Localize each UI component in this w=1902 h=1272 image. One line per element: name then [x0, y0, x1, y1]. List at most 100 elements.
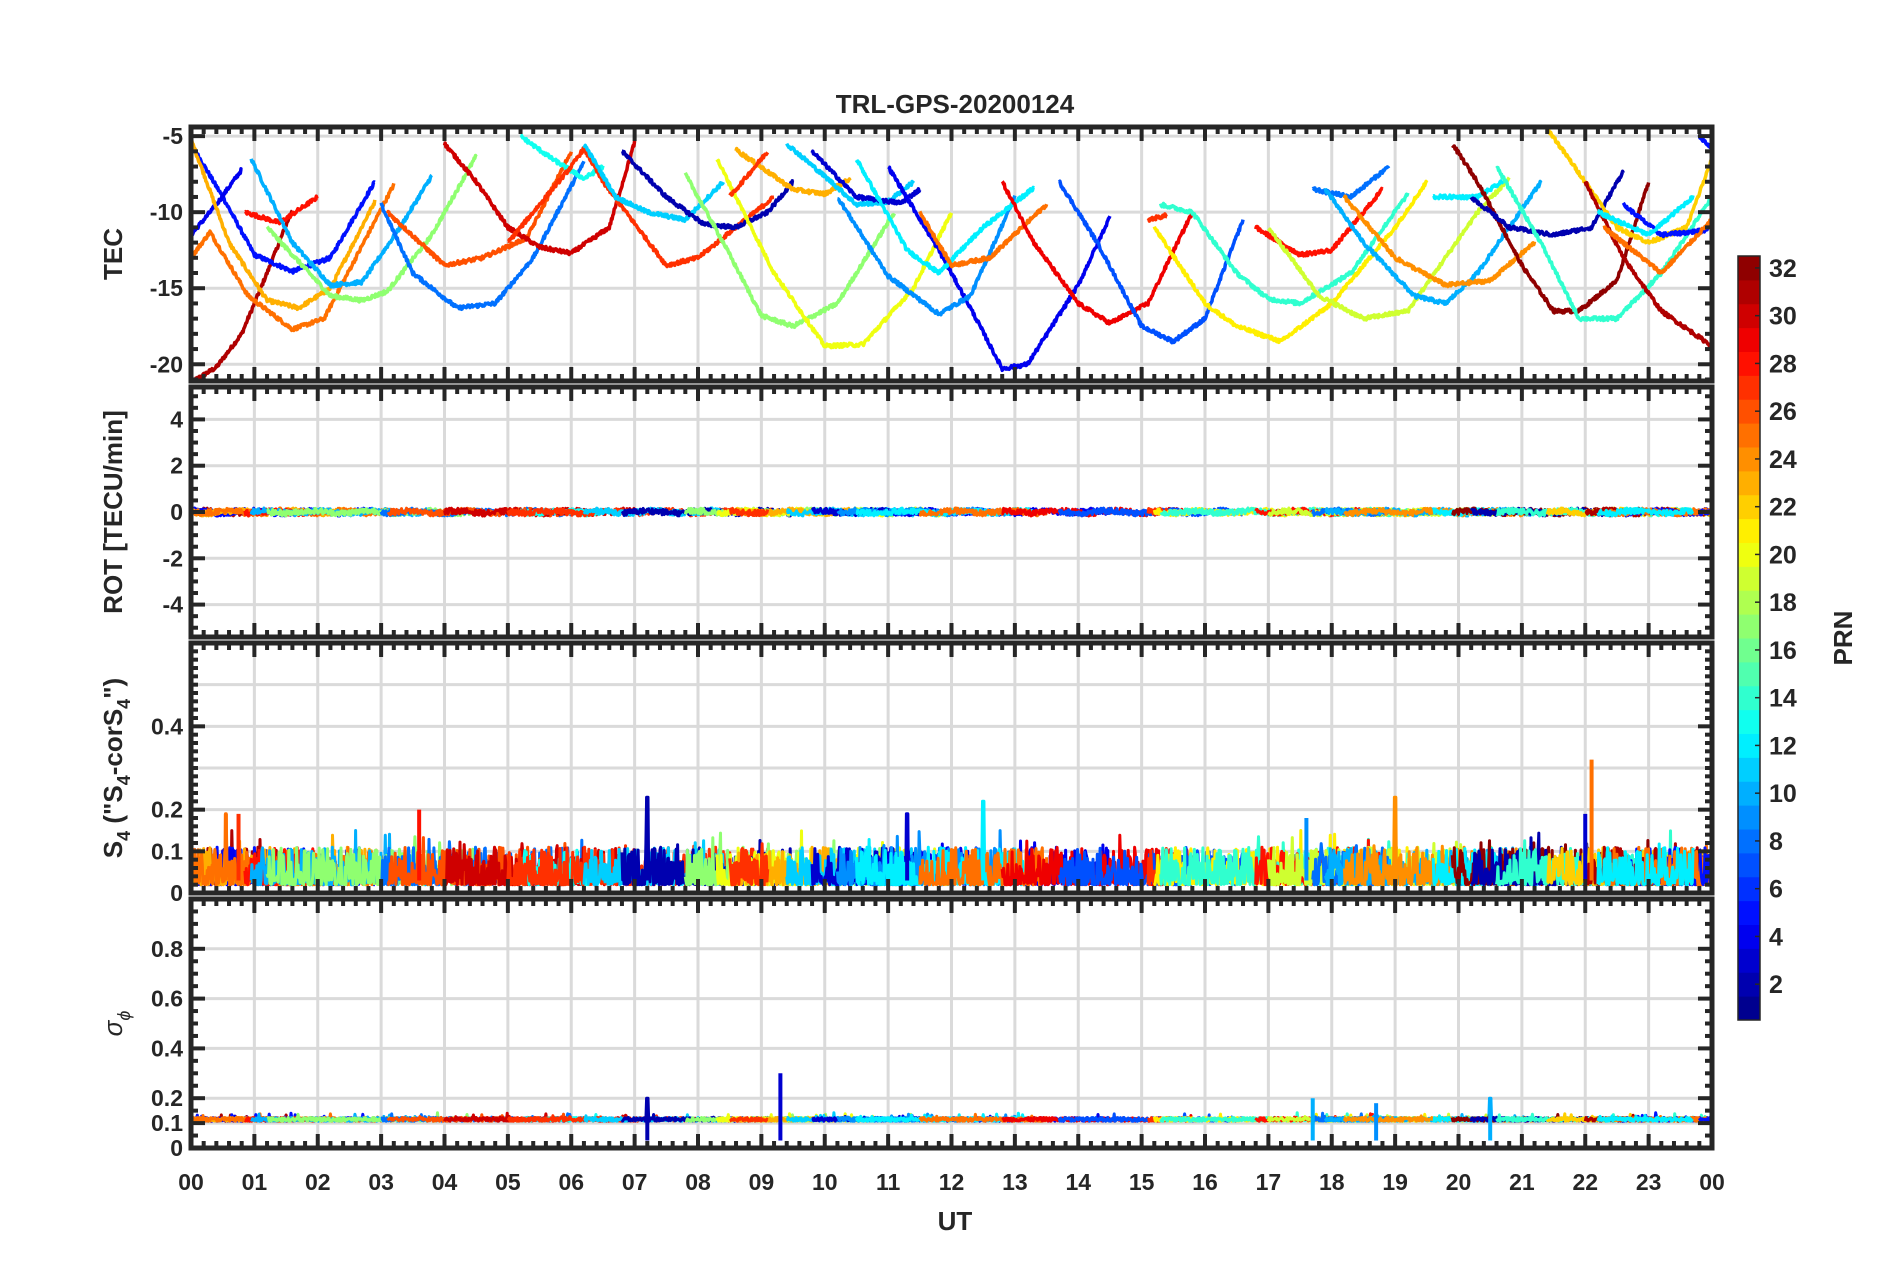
prn-17-tec-line: [683, 171, 897, 330]
x-tick-label: 09: [749, 1169, 775, 1195]
colorbar-tick-label: 12: [1769, 732, 1797, 760]
prn-27-tec-line: [728, 151, 770, 197]
colorbar-band-prn-13: [1738, 709, 1760, 734]
colorbar-band-prn-15: [1738, 661, 1760, 687]
panel-tec: -20 -15 -10 -5 TEC: [98, 123, 1715, 384]
series-tec: [191, 127, 1712, 381]
colorbar-band-prn-23: [1738, 470, 1760, 496]
prn-26-tec-line: [385, 151, 573, 268]
prn-29-tec-line: [1000, 180, 1194, 326]
colorbar-tick-label: 18: [1769, 589, 1797, 617]
x-tick-label: 19: [1382, 1169, 1408, 1195]
colorbar-tick-label: 4: [1769, 923, 1783, 951]
colorbar-band-prn-3: [1738, 948, 1760, 973]
colorbar-band-prn-20: [1738, 542, 1760, 567]
x-tick-label: 17: [1256, 1169, 1282, 1195]
y-label-part: ROT [TECU/min]: [98, 410, 128, 614]
y-tick-label: -10: [150, 199, 183, 225]
colorbar-band-prn-11: [1738, 757, 1760, 782]
panel-rot: -4 -2 0 2 4 ROT [TECU/min]: [98, 384, 1715, 640]
prn-27-tec-line: [506, 145, 776, 269]
y-label-part: 4: [114, 831, 134, 841]
prn-25-tec-line: [191, 182, 396, 333]
x-tick-label: 06: [558, 1169, 584, 1195]
x-tick-label: 07: [622, 1169, 648, 1195]
colorbar-band-prn-24: [1738, 447, 1760, 472]
prn-25-tec-line: [1602, 217, 1712, 275]
y-tick-label: 0.1: [151, 838, 183, 864]
prn-11-tec-line: [582, 143, 725, 224]
y-label-part: -corS: [98, 709, 128, 775]
colorbar-tick-label: 8: [1769, 828, 1783, 856]
x-tick-label: 23: [1636, 1169, 1662, 1195]
prn-24-tec-line: [1342, 194, 1537, 289]
colorbar-band-prn-9: [1738, 805, 1760, 830]
colorbar-band-prn-1: [1738, 996, 1760, 1021]
x-tick-label: 16: [1192, 1169, 1218, 1195]
colorbar-tick-label: 6: [1769, 876, 1783, 904]
prn-12-tec-line: [1596, 195, 1695, 237]
x-tick-label: 10: [812, 1169, 838, 1195]
y-axis-label-tec: TEC: [98, 228, 128, 280]
colorbar-band-prn-7: [1738, 852, 1760, 878]
y-tick-label: 0: [170, 499, 183, 525]
colorbar-band-prn-18: [1738, 590, 1760, 615]
x-tick-labels: 00 01 02 03 04 05 06 07 08 09 10 11 12 13 14 15 16 17 18 19…: [178, 1169, 1725, 1195]
prn-23-tec-line: [734, 146, 852, 198]
y-tick-label: 0.6: [151, 986, 183, 1012]
y-tick-label: 0: [170, 880, 183, 906]
y-tick-label: -20: [150, 351, 183, 377]
colorbar-band-prn-19: [1738, 566, 1760, 591]
y-tick-label: 0.1: [151, 1110, 183, 1136]
prn-2-tec-line: [620, 149, 795, 231]
colorbar-tick-label: 20: [1769, 541, 1797, 569]
prn-12-s4-line: [1596, 842, 1695, 887]
prn-27-rot-line: [728, 506, 770, 518]
x-tick-label: 02: [305, 1169, 331, 1195]
chart-title: TRL-GPS-20200124: [836, 89, 1075, 119]
axes-box: [188, 640, 1715, 896]
y-axis-label-sigma: σϕ: [98, 1011, 134, 1037]
y-tick-label: 2: [170, 453, 183, 479]
y-label-part: TEC: [98, 228, 128, 280]
colorbar-band-prn-26: [1738, 399, 1760, 424]
prn-19-tec-line: [1267, 176, 1511, 322]
x-tick-label: 01: [242, 1169, 268, 1195]
colorbar-band-prn-4: [1738, 924, 1760, 949]
prn-12-sigma-line: [1596, 1114, 1694, 1123]
x-tick-label: 08: [685, 1169, 711, 1195]
axes-box: [188, 124, 1715, 384]
colorbar-band-prn-12: [1738, 733, 1760, 758]
series-rot: [191, 506, 1712, 518]
prn-2-tec-line: [1469, 169, 1625, 238]
prn-30-tec-line: [442, 140, 637, 257]
y-label-part: 4: [114, 699, 134, 709]
prn-5-tec-line: [1621, 201, 1712, 239]
prn-22-tec-line: [1545, 127, 1712, 245]
prn-13-tec-line: [519, 133, 605, 181]
y-axis-label-s4: S4 ("S4-corS4"): [98, 678, 134, 858]
prn-20-tec-line: [715, 158, 954, 350]
colorbar-tick-label: 32: [1769, 255, 1797, 283]
x-tick-label: 18: [1319, 1169, 1345, 1195]
colorbar-band-prn-28: [1738, 351, 1760, 376]
colorbar-band-prn-5: [1738, 900, 1760, 925]
prn-31-tec-line: [1583, 180, 1712, 349]
x-tick-label: 04: [432, 1169, 458, 1195]
prn-14-tec-line: [1158, 192, 1410, 307]
prn-27-s4-line: [728, 842, 770, 887]
colorbar-tick-label: 22: [1769, 494, 1797, 522]
prn-32-tec-line: [1451, 144, 1651, 315]
x-tick-label: 22: [1572, 1169, 1598, 1195]
x-tick-label: 12: [939, 1169, 965, 1195]
y-tick-label: 0.2: [151, 1085, 183, 1111]
y-label-part: 4: [114, 775, 134, 785]
prn-17-tec-line: [265, 153, 478, 304]
colorbar-band-prn-21: [1738, 518, 1760, 543]
prn-12-tec-line: [1432, 179, 1505, 201]
colorbar-band-prn-16: [1738, 638, 1760, 663]
y-label-part: ϕ: [114, 1011, 134, 1021]
